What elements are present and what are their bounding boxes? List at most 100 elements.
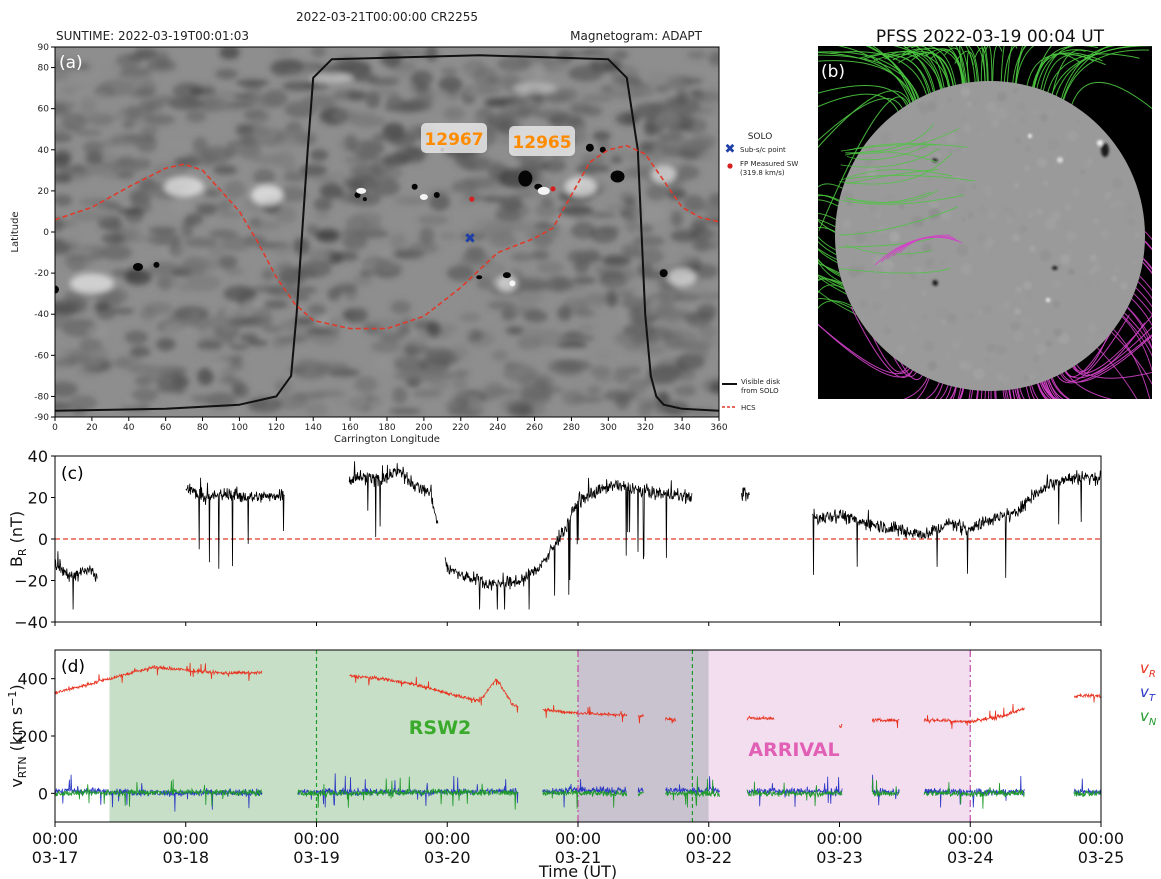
field-line-magenta — [1070, 314, 1152, 374]
panel-d-xlabel: Time (UT) — [538, 862, 617, 879]
field-line-green — [1000, 46, 1005, 90]
svg-text:12967: 12967 — [424, 130, 483, 150]
field-line-magenta — [1121, 316, 1152, 373]
field-line-magenta — [1015, 383, 1020, 399]
field-line-green — [847, 143, 968, 151]
field-line-green — [818, 275, 847, 295]
ar-label-12965: 12965 — [509, 126, 575, 156]
field-line-magenta — [958, 383, 964, 399]
field-line-green — [841, 194, 965, 205]
panel-c-ytick-label: 20 — [28, 489, 48, 508]
br-series-line — [55, 461, 1101, 610]
field-line-green — [959, 46, 964, 92]
ar-label-12967: 12967 — [421, 123, 487, 153]
panel-d-xtick-date: 03-21 — [555, 848, 602, 867]
field-line-green — [818, 213, 837, 220]
field-line-magenta — [1004, 385, 1007, 399]
panel-c-label: (c) — [61, 464, 84, 484]
panel-a: 2022-03-21T00:00:00 CR2255 SUNTIME: 2022… — [10, 10, 798, 445]
field-line-magenta — [1133, 293, 1152, 316]
legend-vt: vT — [1140, 683, 1156, 704]
legend-subsc-label: Sub-s/c point — [740, 146, 786, 154]
field-line-magenta — [1035, 378, 1047, 399]
field-line-magenta — [975, 385, 979, 399]
field-line-green — [846, 143, 932, 161]
panel-a-magnetogram-texture — [55, 47, 719, 417]
panel-d-label: (d) — [61, 657, 85, 677]
legend-fp-speed: (319.8 km/s) — [740, 169, 785, 177]
field-line-green — [1032, 46, 1098, 96]
field-line-magenta — [952, 382, 958, 399]
field-line-magenta — [1139, 275, 1152, 292]
field-line-green — [839, 267, 951, 274]
field-line-green — [846, 190, 938, 204]
panel-a-xtick-label: 80 — [197, 423, 209, 433]
field-line-magenta — [1049, 373, 1070, 399]
legend-hcs-label: HCS — [741, 404, 756, 412]
field-line-magenta — [990, 386, 992, 399]
panel-a-top-title: 2022-03-21T00:00:00 CR2255 — [296, 10, 478, 24]
field-line-magenta — [850, 306, 915, 378]
panel-c-br-trace — [55, 461, 1101, 610]
panel-a-label: (a) — [59, 53, 83, 73]
panel-a-ytick-label: -80 — [34, 392, 49, 402]
field-line-magenta — [818, 323, 913, 375]
panel-d-xtick-date: 03-17 — [32, 848, 79, 867]
field-line-magenta — [984, 386, 986, 399]
field-line-green — [846, 174, 975, 182]
field-line-green — [1031, 53, 1081, 96]
field-line-green — [818, 259, 841, 276]
legend-disk-label: Visible disk — [741, 378, 781, 386]
panel-c-ytick-label: −20 — [14, 572, 48, 591]
panel-b-field-lines-front — [838, 123, 975, 274]
field-line-magenta — [1042, 376, 1056, 399]
panel-a-suntime: SUNTIME: 2022-03-19T00:01:03 — [56, 29, 249, 43]
panel-a-xtick-label: 340 — [674, 423, 691, 433]
field-line-green — [818, 51, 921, 107]
field-line-green — [1006, 46, 1018, 90]
svg-text:12965: 12965 — [512, 133, 571, 153]
field-line-magenta — [1050, 373, 1071, 399]
field-line-green — [818, 300, 852, 310]
panel-d-ytick-label: 0 — [38, 784, 48, 803]
field-line-magenta — [1043, 376, 1056, 399]
field-line-green — [873, 55, 931, 102]
panel-a-ytick-label: -20 — [34, 269, 49, 279]
panel-d-xtick-time: 00:00 — [816, 829, 862, 848]
field-line-green — [947, 46, 966, 91]
arrival-shaded-region — [708, 650, 971, 822]
field-line-green — [818, 52, 916, 110]
field-line-magenta — [1127, 306, 1152, 342]
field-line-magenta — [959, 384, 965, 399]
panel-a-xtick-label: 60 — [160, 423, 172, 433]
field-line-green — [830, 51, 929, 103]
field-line-green — [984, 46, 993, 89]
field-line-magenta — [976, 385, 980, 399]
panel-a-xtick-label: 200 — [415, 423, 432, 433]
panel-a-xlabel: Carrington Longitude — [334, 434, 440, 445]
panel-d-xtick-time: 00:00 — [424, 829, 470, 848]
field-line-green — [1011, 46, 1027, 91]
panel-a-ytick-label: -60 — [34, 351, 49, 361]
panel-d-xtick-time: 00:00 — [1078, 829, 1124, 848]
field-line-magenta — [1040, 377, 1055, 399]
field-line-magenta — [1039, 377, 1056, 399]
legend-vr: vR — [1140, 659, 1156, 680]
field-line-magenta — [916, 373, 931, 399]
field-line-green — [840, 144, 937, 152]
legend-disk-label-2: from SOLO — [741, 387, 779, 395]
panel-d-xtick-date: 03-22 — [686, 848, 733, 867]
field-line-green — [839, 206, 959, 236]
field-line-magenta — [1045, 375, 1059, 399]
panel-d: 020040000:0003-1700:0003-1800:0003-1900:… — [6, 649, 1157, 879]
field-line-magenta — [1111, 331, 1152, 385]
field-line-magenta — [1038, 377, 1053, 399]
panel-d-xtick-time: 00:00 — [293, 829, 339, 848]
field-line-green — [1038, 46, 1092, 98]
panel-d-ytick-label: 200 — [17, 727, 48, 746]
region-label-rsw2: RSW2 — [409, 717, 472, 739]
field-line-magenta — [994, 386, 996, 399]
field-line-magenta — [980, 386, 983, 399]
field-line-magenta — [1073, 360, 1152, 379]
panel-d-xtick-time: 00:00 — [32, 829, 78, 848]
